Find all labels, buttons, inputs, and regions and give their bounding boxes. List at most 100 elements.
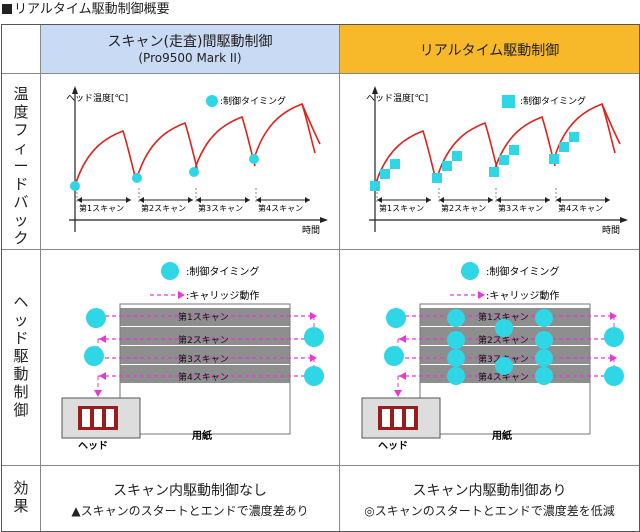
row-label-char: 度 <box>13 103 29 121</box>
timing-marker <box>390 159 400 169</box>
scan-label: 第4スキャン <box>558 203 603 213</box>
header-left: スキャン(走査)間駆動制御 (Pro9500 Mark II) <box>41 25 339 73</box>
temperature-curve-segment <box>493 115 556 173</box>
scan-label: 第4スキャン <box>478 371 529 383</box>
scan-label: 第3スキャン <box>498 203 543 213</box>
print-head-slot <box>82 409 90 427</box>
effect-left-main: スキャン内駆動制御なし <box>113 483 267 499</box>
header-right-title: リアルタイム駆動制御 <box>419 43 560 59</box>
header-right: リアルタイム駆動制御 <box>340 25 639 73</box>
timing-marker <box>447 331 465 349</box>
page-title-text: リアルタイム駆動制御概要 <box>14 2 170 17</box>
timing-marker <box>489 167 499 177</box>
scan-span-arrow <box>439 197 444 203</box>
carriage-arrow <box>99 372 106 380</box>
timing-marker <box>447 349 465 367</box>
paper-label: 用紙 <box>191 429 212 442</box>
timing-marker <box>569 132 579 142</box>
carriage-arrow <box>399 372 406 380</box>
scan-span-arrow <box>305 197 310 203</box>
row-label-char: 駆 <box>13 347 29 365</box>
row-label-char: ク <box>13 229 29 247</box>
header-left-subtitle: (Pro9500 Mark II) <box>138 51 242 65</box>
timing-marker <box>604 366 624 386</box>
scan-span-arrow <box>488 197 493 203</box>
carriage-arrow <box>399 335 406 343</box>
chart-legend-timing: :制御タイミング <box>520 95 586 107</box>
scan-label: 第2スキャン <box>141 203 186 213</box>
temperature-curve-segment <box>74 129 137 187</box>
x-axis-label: 時間 <box>302 225 320 236</box>
scan-span-arrow <box>426 197 431 203</box>
header-left-title: スキャン(走査)間駆動制御 <box>107 34 273 50</box>
scan-span-arrow <box>126 197 131 203</box>
row-label-char: 温 <box>13 85 29 103</box>
y-axis-label: ヘッド温度[℃] <box>366 92 428 104</box>
scan-band <box>120 365 290 383</box>
scan-span-arrow <box>605 197 610 203</box>
drive-legend-carriage: :キャリッジ動作 <box>186 289 259 302</box>
scan-band <box>120 308 290 326</box>
scan-span-arrow <box>139 197 144 203</box>
temperature-curve-segment <box>193 115 256 173</box>
effect-left-sub: ▲スキャンのスタートとエンドで濃度差あり <box>71 504 309 518</box>
carriage-arrow <box>394 390 402 397</box>
drive-legend-timing: :制御タイミング <box>486 265 559 278</box>
drive-legend-carriage: :キャリッジ動作 <box>486 289 559 302</box>
drive-legend-timing: :制御タイミング <box>186 265 259 278</box>
scan-span-arrow <box>496 197 501 203</box>
timing-marker <box>384 346 404 366</box>
temperature-curve-segment <box>136 121 199 179</box>
scan-label: 第1スキャン <box>178 311 229 323</box>
scan-label: 第1スキャン <box>79 203 124 213</box>
effect-right-main: スキャン内駆動制御あり <box>412 483 567 499</box>
timing-marker <box>535 367 553 385</box>
print-head-slot <box>106 409 114 427</box>
scan-span-arrow <box>556 197 561 203</box>
scan-band <box>120 346 290 364</box>
temperature-curve-segment <box>553 102 616 160</box>
row-label-char: 効 <box>13 479 29 497</box>
scan-span-arrow <box>196 197 201 203</box>
scan-label: 第4スキャン <box>258 203 303 213</box>
scan-span-arrow <box>77 197 82 203</box>
paper-label: 用紙 <box>491 429 512 442</box>
print-head-slot <box>94 409 102 427</box>
timing-marker <box>304 327 324 347</box>
head-drive-diagram-right: :制御タイミング:キャリッジ動作第1スキャン第2スキャン第3スキャン第4スキャン… <box>361 262 624 452</box>
scan-label: 第4スキャン <box>178 371 229 383</box>
scan-span-arrow <box>256 197 261 203</box>
timing-marker <box>447 367 465 385</box>
scan-label: 第2スキャン <box>478 334 529 346</box>
timing-marker <box>549 154 559 164</box>
y-axis-arrow <box>372 86 378 94</box>
row-label-char: 動 <box>13 365 29 383</box>
scan-span-arrow <box>545 197 550 203</box>
timing-marker-icon <box>502 95 515 108</box>
row-label-char: ッ <box>13 311 29 329</box>
temperature-curve-segment <box>601 103 621 145</box>
overview-table: スキャン(走査)間駆動制御 (Pro9500 Mark II) リアルタイム駆動… <box>1 24 640 532</box>
x-axis-arrow <box>620 217 628 223</box>
row-label-char: ド <box>13 329 29 347</box>
print-head-slot <box>394 409 402 427</box>
temperature-curve-segment <box>374 129 437 187</box>
carriage-arrow <box>94 390 102 397</box>
scan-label: 第2スキャン <box>441 203 486 213</box>
timing-marker-icon <box>461 262 479 280</box>
row-label-char: ヘ <box>13 293 29 311</box>
timing-marker <box>495 357 513 375</box>
row-label-char: バ <box>13 193 29 211</box>
timing-marker <box>84 346 104 366</box>
carriage-arrow-icon <box>178 291 185 299</box>
row-label-char: ィ <box>13 139 29 157</box>
effect-right-sub: ◎スキャンのスタートとエンドで濃度差を低減 <box>364 504 615 518</box>
row-label-effect: 効果 <box>2 479 40 515</box>
head-drive-diagram-left: :制御タイミング:キャリッジ動作第1スキャン第2スキャン第3スキャン第4スキャン… <box>61 262 324 452</box>
chart-legend-timing: :制御タイミング <box>220 95 286 107</box>
page-title: リアルタイム駆動制御概要 <box>2 0 170 20</box>
timing-marker <box>452 151 462 161</box>
x-axis-label: 時間 <box>602 225 620 236</box>
